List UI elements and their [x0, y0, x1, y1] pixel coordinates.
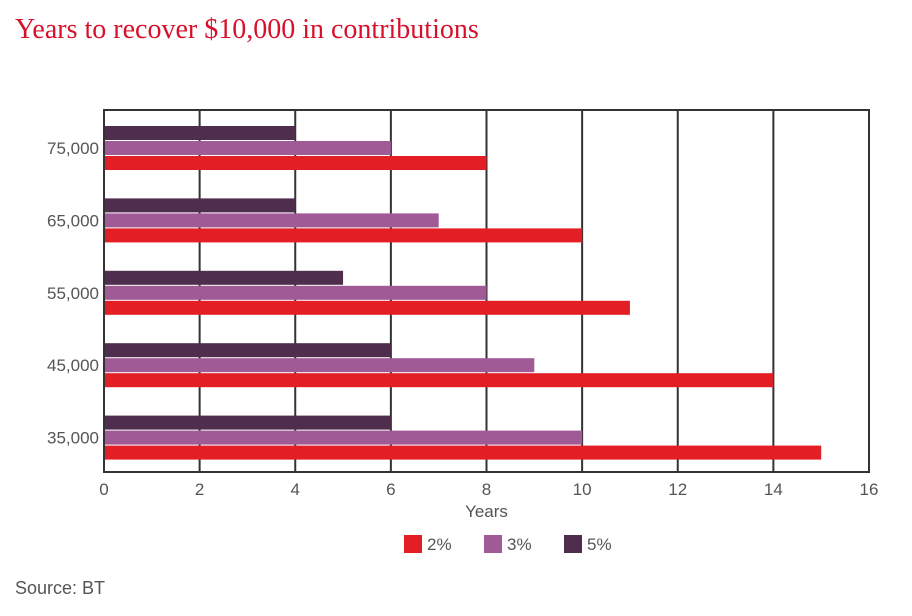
- x-tick-label: 12: [668, 480, 687, 499]
- bar-3pct: [104, 285, 487, 300]
- legend-swatch: [564, 535, 582, 553]
- x-tick-label: 4: [291, 480, 300, 499]
- bar-2pct: [104, 373, 774, 388]
- chart-title: Years to recover $10,000 in contribution…: [15, 14, 479, 45]
- bar-3pct: [104, 358, 535, 373]
- x-tick-label: 0: [99, 480, 108, 499]
- bar-3pct: [104, 213, 439, 228]
- x-tick-label: 16: [860, 480, 879, 499]
- bar-2pct: [104, 300, 630, 315]
- bar-5pct: [104, 126, 296, 140]
- legend-swatch: [484, 535, 502, 553]
- bar-5pct: [104, 198, 296, 213]
- legend-label: 5%: [587, 535, 612, 554]
- bar-5pct: [104, 343, 391, 358]
- bar-2pct: [104, 156, 487, 170]
- plot-frame: [103, 109, 870, 473]
- x-tick-label: 8: [482, 480, 491, 499]
- bar-5pct: [104, 270, 344, 285]
- bar-5pct: [104, 415, 391, 430]
- x-axis-label: Years: [465, 502, 508, 521]
- x-tick-label: 10: [573, 480, 592, 499]
- legend-label: 3%: [507, 535, 532, 554]
- y-tick-label: 75,000: [47, 139, 99, 158]
- legend-swatch: [404, 535, 422, 553]
- bar-3pct: [104, 141, 391, 155]
- x-tick-label: 14: [764, 480, 783, 499]
- y-tick-label: 65,000: [47, 211, 99, 230]
- source-note: Source: BT: [15, 578, 106, 598]
- bar-3pct: [104, 430, 583, 445]
- x-tick-label: 6: [386, 480, 395, 499]
- bar-2pct: [104, 228, 583, 243]
- y-tick-label: 55,000: [47, 284, 99, 303]
- y-tick-label: 45,000: [47, 356, 99, 375]
- x-tick-label: 2: [195, 480, 204, 499]
- bar-2pct: [104, 445, 822, 460]
- legend-label: 2%: [427, 535, 452, 554]
- y-tick-label: 35,000: [47, 429, 99, 448]
